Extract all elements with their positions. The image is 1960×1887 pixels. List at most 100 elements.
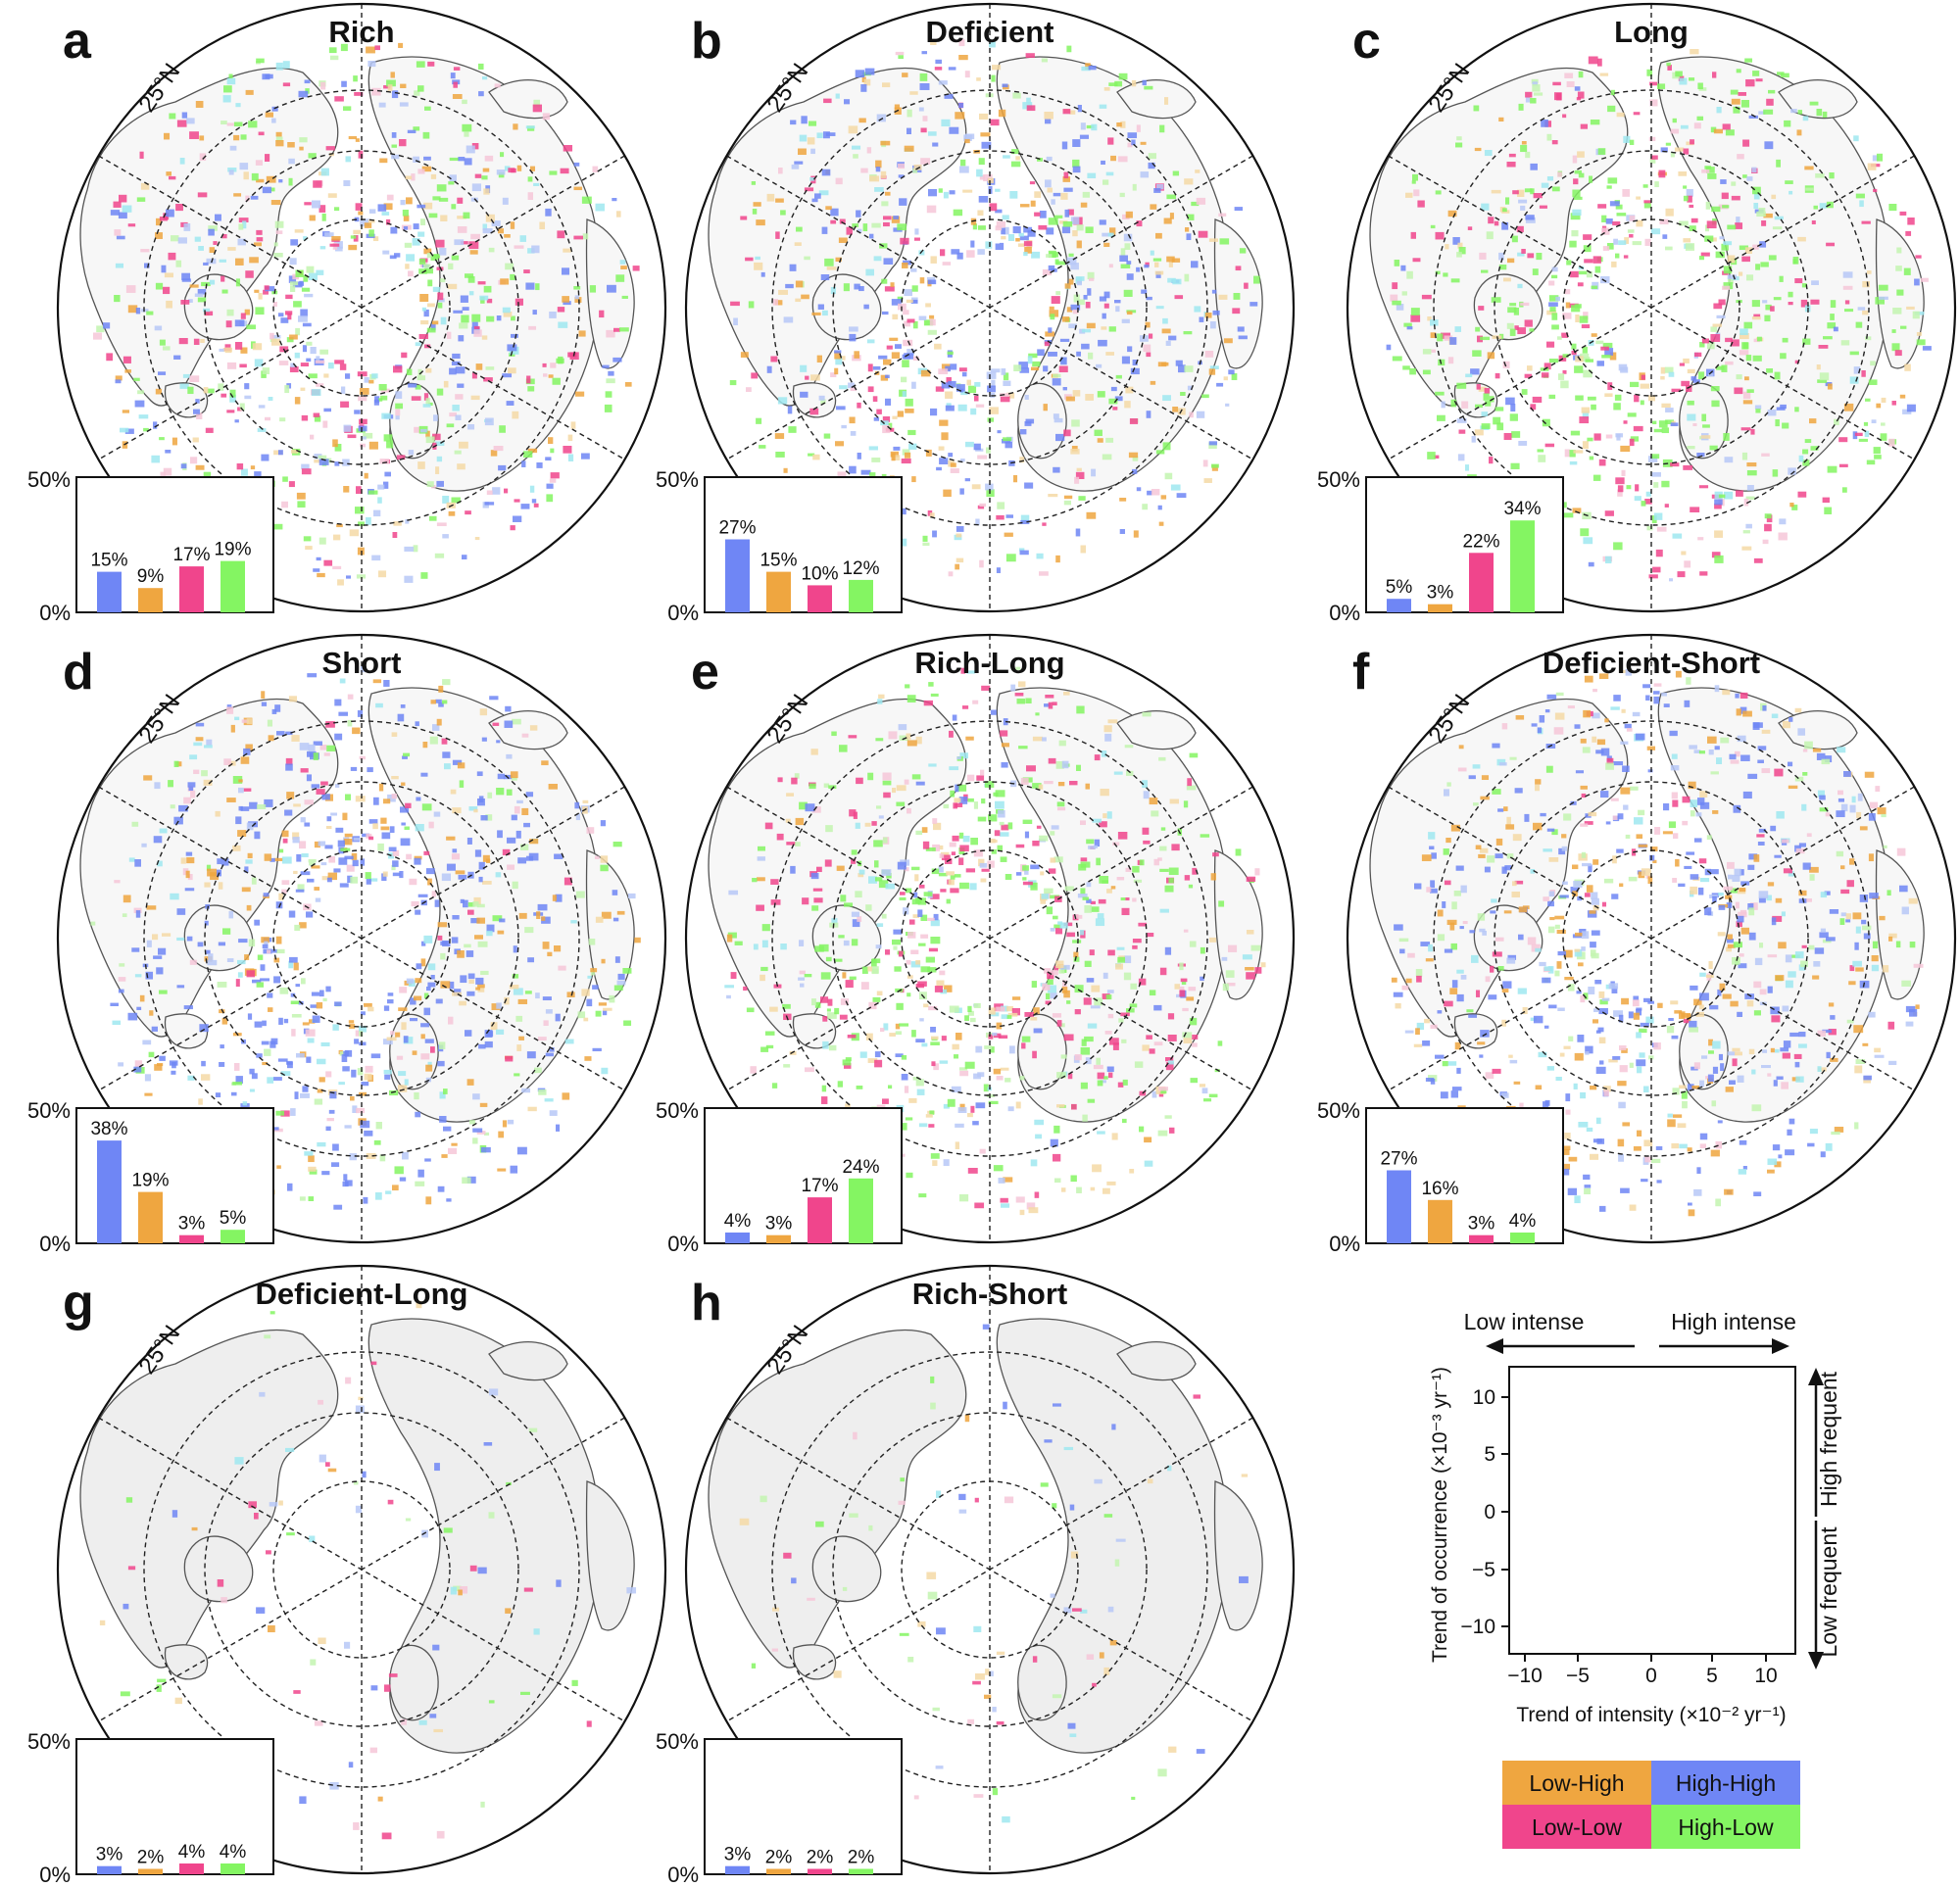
legend-y-tick: −10 [1460,1616,1495,1638]
map-boundary-circle [684,1264,1296,1875]
bar-high-high [725,1233,750,1243]
graticule [726,4,1253,611]
panel-letter: h [691,1275,722,1331]
legend-y-tick: 0 [1484,1501,1495,1524]
landmass [1875,849,1925,1000]
bar-value-label: 2% [807,1848,834,1868]
inset-bar-chart-f: 50% 0% 27%16% 3% 4% [1317,1098,1564,1256]
y-tick-label-min: 0% [1329,601,1360,625]
bar-value-label: 34% [1503,499,1541,519]
bar-low-high [766,571,791,612]
y-tick-label-max: 50% [27,1098,71,1123]
landmass [1017,382,1067,460]
class-key-low-high-label: Low-High [1529,1770,1624,1796]
graticule [726,635,1253,1242]
polar-map-h [686,1266,1294,1873]
bivariate-legend: Low intense High intense −10 −5 0 5 10 10 5 0 −5… [1429,1309,1841,1849]
class-key-low-low [1502,1805,1651,1849]
graticule [726,1266,1253,1873]
bar-high-high [725,1865,750,1874]
y-tick-label-max: 50% [656,1729,699,1754]
landmass [488,79,568,120]
polar-map-f [1348,635,1955,1242]
bar-value-label: 4% [1509,1211,1537,1232]
landmass [1017,1644,1067,1721]
landmass [1017,1013,1067,1090]
panel-letter: a [63,13,92,70]
class-key-high-low [1651,1805,1800,1849]
bar-value-label: 4% [178,1842,206,1863]
legend-grid-frame [1508,1366,1796,1655]
panel-letter: d [63,644,94,701]
bar-low-low [179,1234,204,1243]
landmass [1213,1480,1263,1631]
y-tick-label-min: 0% [667,1863,699,1887]
inset-bar-chart-e: 50% 0% 4% 3% 17%24% [656,1098,903,1256]
high-intense-label: High intense [1671,1309,1796,1334]
inset-bar-chart-a: 50% 0% 15% 9% 17% 19% [27,467,274,625]
landmass [792,382,837,418]
bar-value-label: 15% [90,551,127,571]
landmass [164,382,209,418]
landmass [1369,698,1629,1038]
y-tick-label-max: 50% [656,467,699,492]
high-intense-arrow [1659,1338,1789,1354]
bar-low-high [138,1191,163,1243]
inset-frame [75,1738,274,1875]
bar-value-label: 9% [137,566,165,587]
legend-y-tick: −5 [1472,1559,1495,1581]
landmass [811,904,882,972]
class-key-low-low-label: Low-Low [1532,1814,1622,1840]
legend-x-tick: 0 [1645,1665,1657,1687]
low-frequent-arrow [1808,1521,1824,1669]
bar-value-label: 19% [131,1171,169,1191]
low-frequent-label: Low frequent [1816,1526,1841,1658]
bar-low-low [808,1868,832,1874]
bar-high-high [97,571,122,612]
legend-y-tick: 10 [1473,1386,1495,1409]
bar-high-high [97,1140,122,1243]
bar-low-high [138,588,163,612]
bar-low-high [766,1868,791,1874]
legend-x-tick: 10 [1754,1665,1777,1687]
legend-x-tick: −10 [1507,1665,1543,1687]
legend-x-tick: −5 [1566,1665,1590,1687]
polar-map-d [58,635,665,1242]
landmass [585,849,635,1000]
bar-high-low [849,1868,873,1874]
bar-low-high [766,1234,791,1243]
legend-axis-ticks: −10 −5 0 5 10 10 5 0 −5 −10 [1460,1386,1777,1687]
panel-title: Deficient-Long [256,1277,468,1311]
bar-high-low [849,579,873,612]
bar-low-low [179,566,204,612]
bar-high-high [97,1865,122,1874]
bar-value-label: 2% [137,1848,165,1868]
bar-value-label: 3% [1468,1214,1495,1234]
graticule [98,4,625,611]
landmass [1453,1013,1498,1049]
bar-low-low [808,1197,832,1243]
landmass [1778,79,1858,120]
landmass [585,1480,635,1631]
panel-letter: f [1352,644,1370,701]
panel-title: Rich-Long [914,646,1064,680]
bar-low-low [179,1863,204,1874]
class-key: Low-High High-High Low-Low High-Low [1502,1761,1800,1849]
bar-value-label: 3% [96,1845,123,1865]
bar-value-label: 3% [724,1845,752,1865]
class-key-high-high-label: High-High [1676,1770,1776,1796]
landmass [811,1535,882,1603]
landmass [79,1329,339,1669]
map-boundary-circle [684,2,1296,613]
y-tick-label-max: 50% [27,1729,71,1754]
high-frequent-label: High frequent [1816,1371,1841,1507]
bar-value-label: 16% [1421,1179,1458,1199]
panel-title: Long [1614,15,1689,49]
inset-bar-chart-d: 50% 0% 38% 19% 3% 5% [27,1098,274,1256]
bar-value-label: 38% [90,1119,127,1139]
panel-title: Deficient [926,15,1054,49]
y-tick-label-min: 0% [667,601,699,625]
